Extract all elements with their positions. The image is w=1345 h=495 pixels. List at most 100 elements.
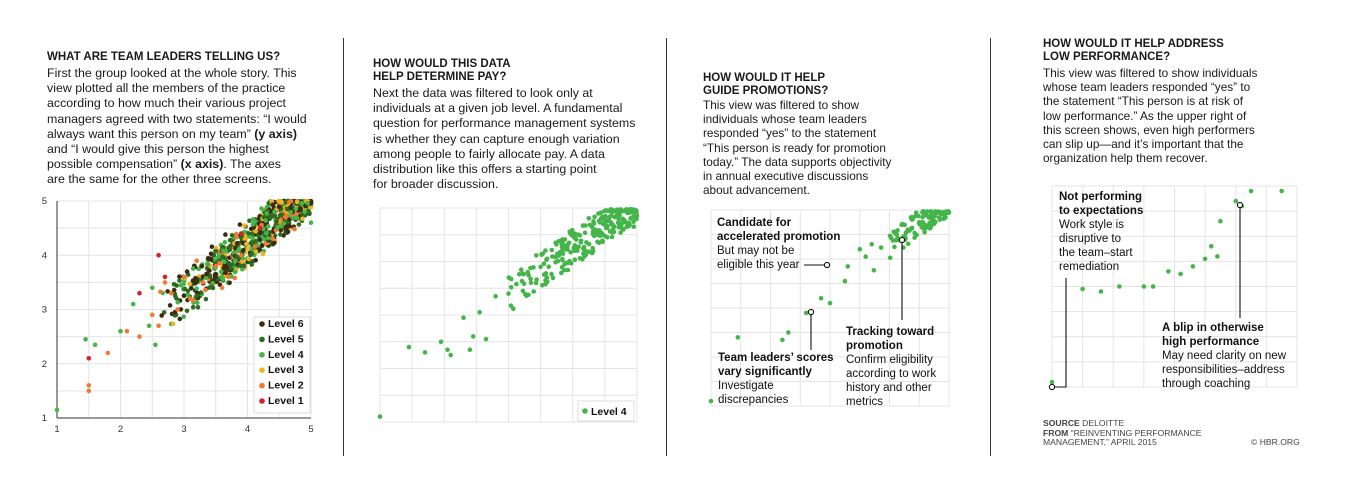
- data-point: [445, 347, 450, 353]
- heading-line: GUIDE PROMOTIONS?: [703, 85, 829, 97]
- data-point: [624, 224, 629, 230]
- data-point: [263, 241, 269, 246]
- data-point: [200, 280, 206, 285]
- data-point: [1049, 379, 1055, 385]
- data-point: [270, 202, 276, 208]
- data-point: [508, 276, 514, 282]
- data-point: [250, 221, 256, 227]
- data-point: [565, 267, 571, 273]
- data-point: [618, 230, 623, 235]
- data-point: [878, 245, 884, 250]
- data-point: [184, 308, 190, 314]
- data-point: [569, 261, 574, 266]
- data-point: [631, 219, 636, 225]
- data-point: [292, 226, 297, 232]
- data-point: [520, 288, 526, 294]
- data-point: [223, 270, 228, 276]
- data-point: [237, 222, 243, 227]
- body-line: whose team leaders responded “yes” to: [1043, 80, 1251, 95]
- data-point: [406, 344, 412, 350]
- data-point: [508, 285, 514, 290]
- data-point: [205, 261, 210, 267]
- data-point: [1233, 198, 1239, 204]
- data-point: [162, 280, 168, 285]
- data-point: [539, 252, 544, 257]
- annotation-line: responsibilities–address: [1162, 364, 1285, 376]
- body-line: according to how much their various proj…: [47, 96, 286, 111]
- data-point: [203, 287, 208, 293]
- data-point: [582, 248, 588, 253]
- data-point: [308, 205, 314, 210]
- data-point: [234, 254, 239, 259]
- data-point: [1178, 271, 1183, 277]
- data-point: [294, 199, 300, 205]
- data-point: [219, 274, 225, 280]
- data-point: [925, 209, 930, 214]
- data-point: [54, 407, 60, 413]
- panel-body: First the group looked at the whole stor…: [47, 66, 307, 188]
- data-point: [194, 286, 199, 291]
- callout-marker: [1236, 201, 1244, 209]
- data-point: [550, 275, 556, 281]
- data-point: [204, 271, 210, 277]
- chart-legend: Level 6 Level 5 Level 4 Level 3 Level 2 Level…: [253, 316, 311, 414]
- data-point: [228, 265, 233, 271]
- data-point: [83, 337, 88, 342]
- panel-body: Next the data was filtered to look only …: [373, 86, 635, 192]
- data-point: [293, 206, 299, 212]
- legend-swatch: [259, 367, 265, 374]
- data-point: [943, 215, 948, 220]
- data-point: [586, 216, 592, 221]
- x-tick-label: 1: [54, 424, 59, 435]
- data-point: [910, 216, 916, 221]
- data-point: [619, 208, 625, 213]
- data-point: [233, 258, 238, 264]
- data-point: [231, 250, 237, 255]
- body-line: question for performance management syst…: [373, 116, 636, 131]
- chart-legend: Level 4: [577, 400, 635, 422]
- data-point: [920, 214, 925, 220]
- data-point: [508, 303, 514, 309]
- body-line: for broader discussion.: [373, 177, 499, 192]
- data-point: [1080, 286, 1085, 292]
- data-point: [553, 240, 558, 245]
- body-line: the statement “This person is at risk of: [1043, 94, 1243, 109]
- data-point: [279, 212, 284, 218]
- data-point: [917, 220, 922, 225]
- data-point: [634, 213, 640, 219]
- data-point: [167, 303, 173, 308]
- annotation-line: vary significantly: [718, 366, 813, 378]
- data-point: [150, 285, 155, 291]
- data-point: [1202, 256, 1208, 262]
- data-point: [581, 253, 587, 258]
- data-point: [210, 280, 215, 286]
- data-point: [244, 241, 249, 247]
- data-point: [240, 259, 245, 265]
- data-point: [257, 225, 263, 231]
- data-point: [86, 388, 92, 394]
- data-point: [922, 229, 927, 235]
- y-tick-label: 4: [42, 250, 47, 261]
- data-point: [524, 293, 529, 299]
- data-point: [118, 328, 123, 334]
- data-point: [221, 265, 227, 271]
- data-point: [172, 313, 178, 318]
- body-line: among people to fairly allocate pay. A d…: [373, 146, 605, 161]
- data-point: [220, 245, 225, 250]
- chart-level-4: Level 4: [377, 207, 640, 423]
- annotation-line: metrics: [846, 396, 883, 408]
- data-point: [1141, 284, 1147, 289]
- annotation-line: accelerated promotion: [717, 231, 840, 243]
- data-point: [567, 229, 572, 234]
- data-point: [212, 275, 218, 280]
- data-point: [259, 206, 264, 211]
- data-point: [209, 244, 215, 249]
- data-point: [190, 304, 196, 310]
- data-point: [296, 222, 302, 227]
- annotation-line: Investigate: [718, 380, 774, 392]
- x-tick-label: 2: [118, 424, 123, 435]
- data-point: [887, 255, 893, 261]
- data-point: [137, 334, 142, 339]
- data-point: [305, 201, 310, 206]
- data-point: [630, 210, 636, 215]
